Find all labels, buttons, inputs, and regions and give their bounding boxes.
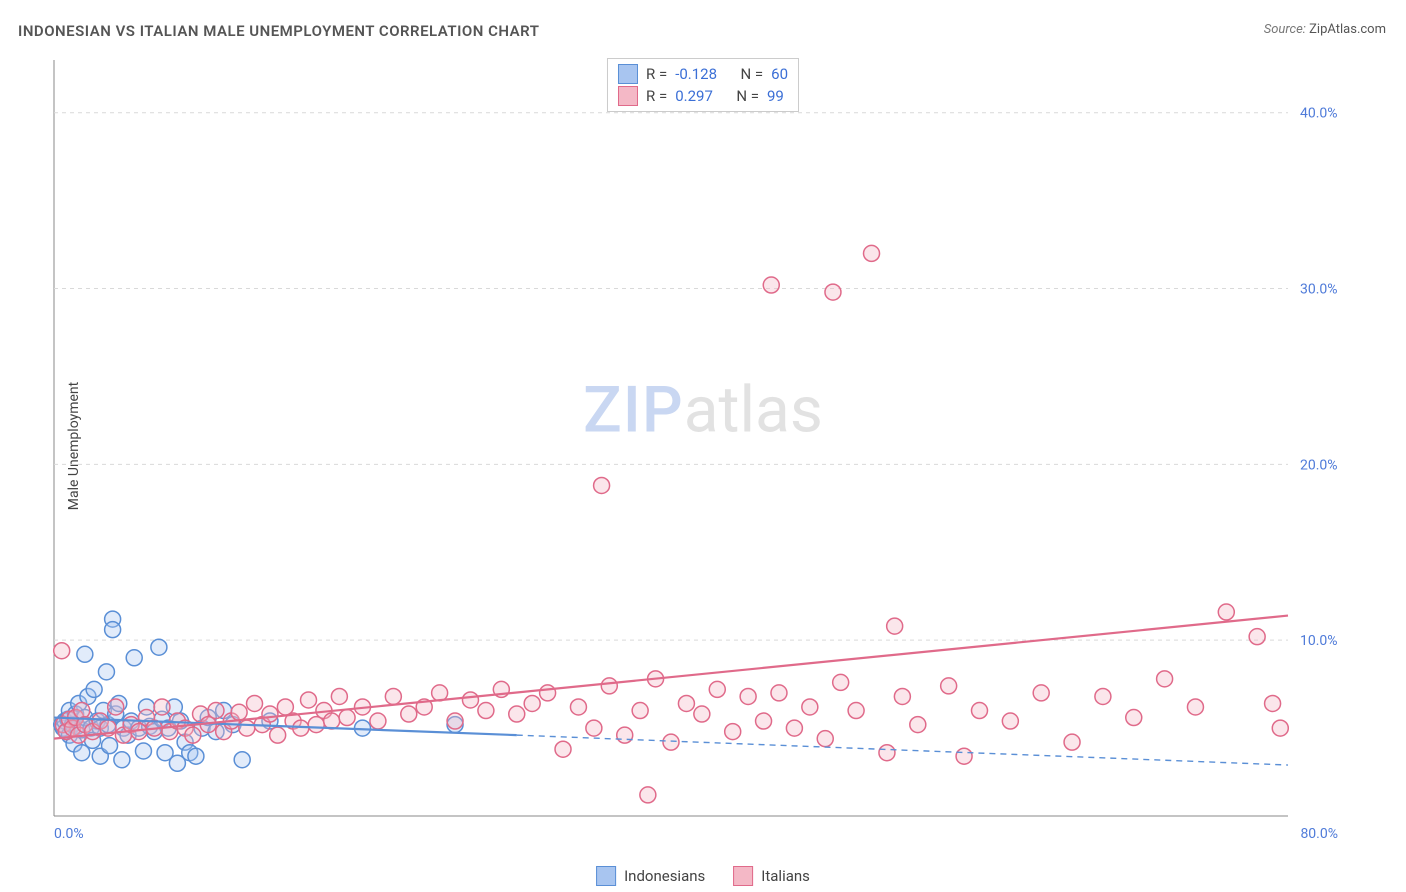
legend-label: Italians <box>761 867 810 885</box>
legend-row-italians: R = 0.297 N = 99 <box>618 85 788 107</box>
legend-row-indonesians: R = -0.128 N = 60 <box>618 63 788 85</box>
legend-item: Indonesians <box>596 866 705 886</box>
legend-swatch <box>596 866 616 886</box>
n-label: N = <box>740 63 763 85</box>
chart-title: INDONESIAN VS ITALIAN MALE UNEMPLOYMENT … <box>18 22 539 40</box>
n-value-italians: 99 <box>767 85 784 107</box>
r-label: R = <box>646 63 667 85</box>
svg-text:10.0%: 10.0% <box>1300 633 1338 649</box>
series-legend: Indonesians Italians <box>596 866 810 886</box>
correlation-legend: R = -0.128 N = 60 R = 0.297 N = 99 <box>607 58 799 112</box>
svg-text:30.0%: 30.0% <box>1300 282 1338 298</box>
legend-label: Indonesians <box>624 867 705 885</box>
n-value-indonesians: 60 <box>771 63 788 85</box>
legend-item: Italians <box>733 866 810 886</box>
scatter-plot-svg: 10.0% 20.0% 30.0% 40.0% 0.0% 80.0% <box>48 54 1348 852</box>
swatch-italians <box>618 86 638 106</box>
r-label: R = <box>646 85 667 107</box>
source-attribution: Source: ZipAtlas.com <box>1264 22 1386 37</box>
source-value: ZipAtlas.com <box>1309 22 1386 37</box>
swatch-indonesians <box>618 64 638 84</box>
plot-area: 10.0% 20.0% 30.0% 40.0% 0.0% 80.0% <box>48 54 1348 852</box>
n-label: N = <box>736 85 759 107</box>
r-value-indonesians: -0.128 <box>675 63 717 85</box>
svg-text:0.0%: 0.0% <box>54 826 84 842</box>
r-value-italians: 0.297 <box>675 85 713 107</box>
svg-text:20.0%: 20.0% <box>1300 457 1338 473</box>
svg-text:40.0%: 40.0% <box>1300 106 1338 122</box>
svg-text:80.0%: 80.0% <box>1300 826 1338 842</box>
legend-swatch <box>733 866 753 886</box>
source-label: Source: <box>1264 22 1306 37</box>
